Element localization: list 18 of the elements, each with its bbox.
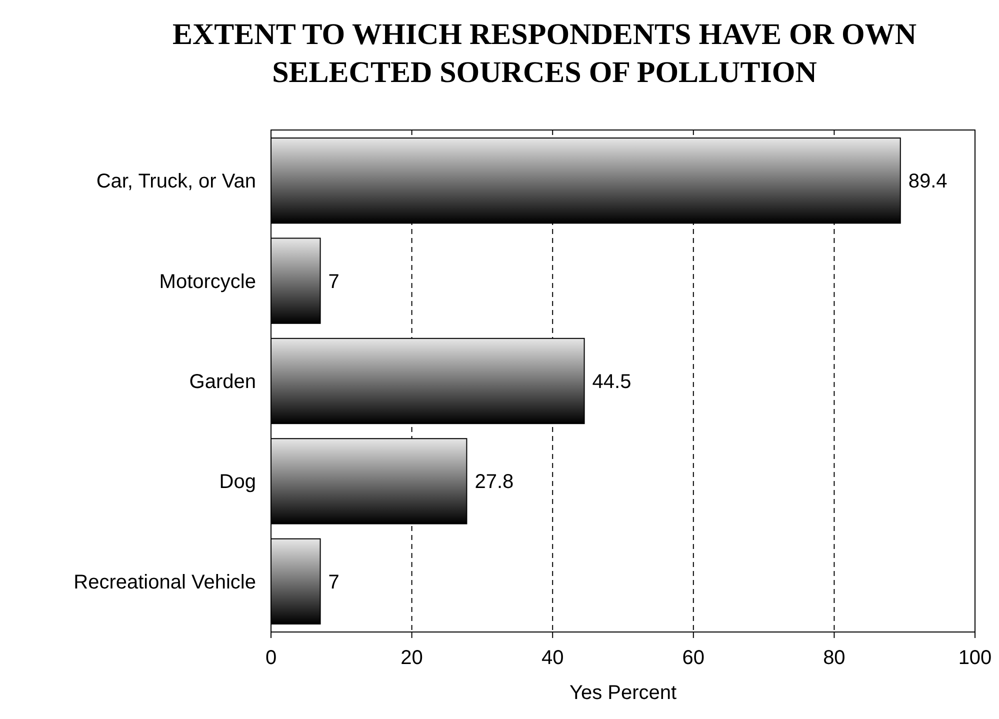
y-tick-label: Recreational Vehicle — [74, 571, 256, 594]
data-label: 89.4 — [908, 170, 948, 193]
y-tick-label: Motorcycle — [159, 270, 256, 293]
x-tick-label: 40 — [541, 647, 564, 669]
y-tick-label: Car, Truck, or Van — [96, 170, 256, 193]
data-label: 27.8 — [474, 471, 514, 494]
x-tick-label: 80 — [823, 647, 846, 669]
chart-title: EXTENT TO WHICH RESPONDENTS HAVE OR OWN SELECTED SOURCES OF POLLUTION — [172, 18, 917, 89]
x-tick-label: 20 — [400, 647, 423, 669]
y-tick-label: Dog — [219, 471, 256, 494]
x-axis-title: Yes Percent — [569, 682, 677, 704]
x-tick-label: 100 — [958, 647, 992, 669]
data-label: 7 — [328, 571, 340, 594]
x-tick-label: 0 — [265, 647, 277, 669]
x-tick-label: 60 — [682, 647, 705, 669]
data-label: 44.5 — [592, 371, 632, 393]
y-tick-label: Garden — [189, 371, 256, 393]
data-label: 7 — [328, 270, 340, 293]
